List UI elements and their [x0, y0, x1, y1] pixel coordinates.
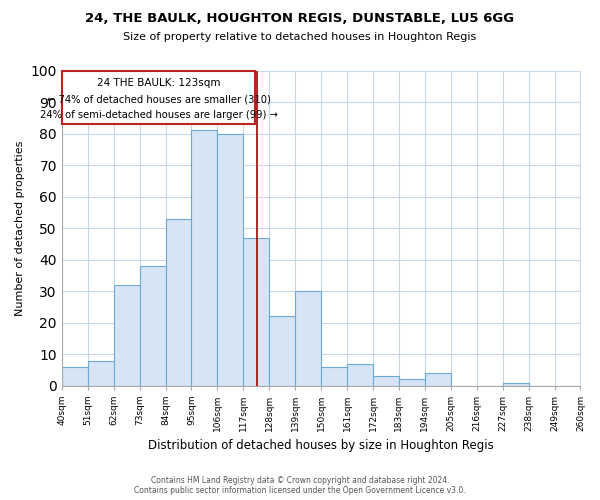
Bar — [62, 367, 88, 386]
Bar — [244, 238, 269, 386]
Bar — [217, 134, 244, 386]
Bar — [88, 360, 113, 386]
Bar — [425, 373, 451, 386]
Bar — [140, 266, 166, 386]
Text: Contains HM Land Registry data © Crown copyright and database right 2024.
Contai: Contains HM Land Registry data © Crown c… — [134, 476, 466, 495]
Bar — [166, 218, 191, 386]
Text: 24, THE BAULK, HOUGHTON REGIS, DUNSTABLE, LU5 6GG: 24, THE BAULK, HOUGHTON REGIS, DUNSTABLE… — [85, 12, 515, 26]
Bar — [269, 316, 295, 386]
Text: 24% of semi-detached houses are larger (99) →: 24% of semi-detached houses are larger (… — [40, 110, 277, 120]
Text: ← 74% of detached houses are smaller (310): ← 74% of detached houses are smaller (31… — [47, 94, 271, 104]
Bar — [62, 70, 255, 124]
Bar — [191, 130, 217, 386]
Bar — [295, 291, 321, 386]
Text: 24 THE BAULK: 123sqm: 24 THE BAULK: 123sqm — [97, 78, 220, 88]
Bar — [321, 367, 347, 386]
Bar — [373, 376, 399, 386]
Bar — [399, 380, 425, 386]
Bar — [503, 382, 529, 386]
Bar — [347, 364, 373, 386]
Y-axis label: Number of detached properties: Number of detached properties — [15, 140, 25, 316]
Bar — [113, 285, 140, 386]
X-axis label: Distribution of detached houses by size in Houghton Regis: Distribution of detached houses by size … — [148, 440, 494, 452]
Text: Size of property relative to detached houses in Houghton Regis: Size of property relative to detached ho… — [124, 32, 476, 42]
